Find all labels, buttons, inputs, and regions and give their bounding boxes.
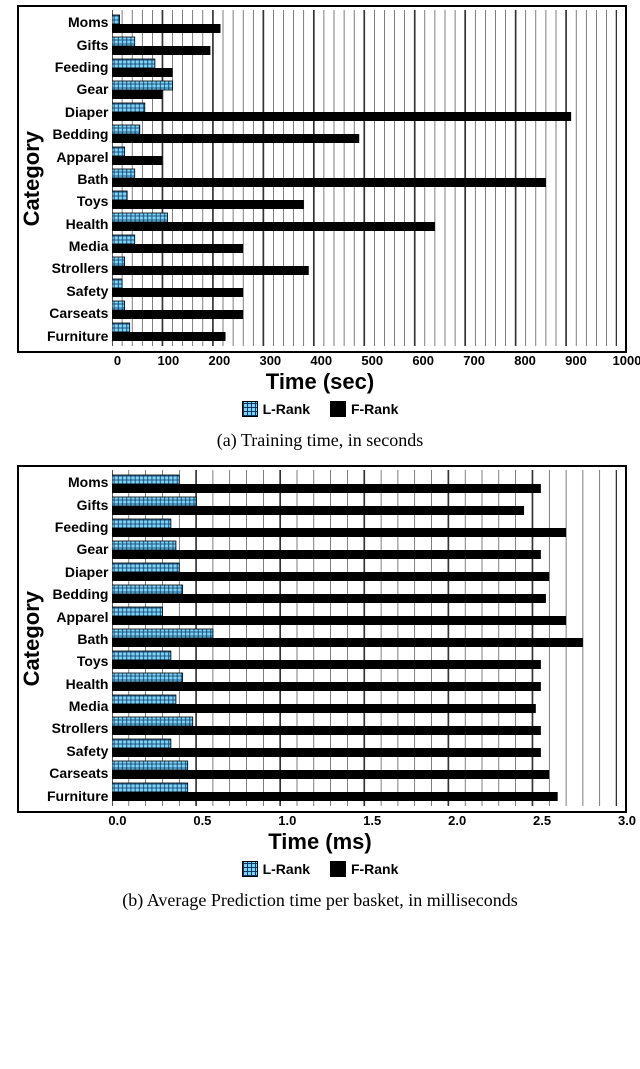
xtick: 1000 <box>613 353 640 368</box>
xtick: 1.0 <box>278 813 296 828</box>
category-label: Apparel <box>47 610 108 624</box>
xtick: 600 <box>412 353 434 368</box>
category-label: Strollers <box>47 721 108 735</box>
xtick: 0.5 <box>193 813 211 828</box>
chart-a-legend: L-Rank F-Rank <box>5 401 635 420</box>
xtick: 500 <box>361 353 383 368</box>
category-label: Gifts <box>47 498 108 512</box>
category-label: Toys <box>47 654 108 668</box>
category-label: Media <box>47 239 108 253</box>
xtick: 700 <box>463 353 485 368</box>
category-label: Bath <box>47 632 108 646</box>
category-label: Moms <box>47 475 108 489</box>
legend-frank-label: F-Rank <box>351 861 398 877</box>
chart-a-ylabel: Category <box>19 131 45 226</box>
category-label: Safety <box>47 284 108 298</box>
legend-lrank-label: L-Rank <box>263 861 310 877</box>
xtick: 0 <box>114 353 121 368</box>
chart-a-plot <box>112 10 617 346</box>
xtick: 2.0 <box>448 813 466 828</box>
chart-b-ylabel: Category <box>19 591 45 686</box>
category-label: Feeding <box>47 60 108 74</box>
chart-b-xlabel: Time (ms) <box>5 829 635 855</box>
category-label: Gear <box>47 82 108 96</box>
category-label: Diaper <box>47 565 108 579</box>
xtick: 2.5 <box>533 813 551 828</box>
chart-a-xlabel: Time (sec) <box>5 369 635 395</box>
category-label: Feeding <box>47 520 108 534</box>
legend-lrank-swatch <box>242 861 258 877</box>
chart-b-frame: Category Moms Gifts Feeding Gear Diaper Beddi… <box>17 465 627 813</box>
legend-lrank-label: L-Rank <box>263 401 310 417</box>
legend-frank-swatch <box>330 401 346 417</box>
category-label: Gifts <box>47 38 108 52</box>
legend-lrank-swatch <box>242 401 258 417</box>
chart-a-xticks: 01002003004005006007008009001000 <box>117 353 627 371</box>
category-label: Health <box>47 677 108 691</box>
chart-b-categories: Moms Gifts Feeding Gear Diaper Bedding Apparel… <box>45 467 112 811</box>
category-label: Media <box>47 699 108 713</box>
category-label: Furniture <box>47 329 108 343</box>
legend-frank: F-Rank <box>330 401 398 417</box>
xtick: 3.0 <box>618 813 636 828</box>
category-label: Carseats <box>47 306 108 320</box>
category-label: Carseats <box>47 766 108 780</box>
legend-frank-swatch <box>330 861 346 877</box>
category-label: Gear <box>47 542 108 556</box>
chart-a-caption: (a) Training time, in seconds <box>5 430 635 451</box>
category-label: Apparel <box>47 150 108 164</box>
category-label: Bath <box>47 172 108 186</box>
xtick: 800 <box>514 353 536 368</box>
chart-a-frame: Category Moms Gifts Feeding Gear Diaper Beddi… <box>17 5 627 353</box>
chart-b: Category Moms Gifts Feeding Gear Diaper Beddi… <box>5 465 635 911</box>
legend-lrank: L-Rank <box>242 861 310 877</box>
xtick: 0.0 <box>108 813 126 828</box>
xtick: 100 <box>158 353 180 368</box>
category-label: Health <box>47 217 108 231</box>
legend-frank-label: F-Rank <box>351 401 398 417</box>
category-label: Bedding <box>47 587 108 601</box>
chart-a: Category Moms Gifts Feeding Gear Diaper Beddi… <box>5 5 635 451</box>
chart-b-caption: (b) Average Prediction time per basket, … <box>5 890 635 911</box>
xtick: 1.5 <box>363 813 381 828</box>
chart-b-plot <box>112 470 617 806</box>
category-label: Furniture <box>47 789 108 803</box>
legend-lrank: L-Rank <box>242 401 310 417</box>
legend-frank: F-Rank <box>330 861 398 877</box>
xtick: 900 <box>565 353 587 368</box>
category-label: Diaper <box>47 105 108 119</box>
category-label: Strollers <box>47 261 108 275</box>
chart-b-legend: L-Rank F-Rank <box>5 861 635 880</box>
category-label: Toys <box>47 194 108 208</box>
chart-b-xticks: 0.00.51.01.52.02.53.0 <box>117 813 627 831</box>
category-label: Bedding <box>47 127 108 141</box>
xtick: 300 <box>259 353 281 368</box>
chart-a-categories: Moms Gifts Feeding Gear Diaper Bedding Apparel… <box>45 7 112 351</box>
category-label: Safety <box>47 744 108 758</box>
xtick: 400 <box>310 353 332 368</box>
category-label: Moms <box>47 15 108 29</box>
xtick: 200 <box>209 353 231 368</box>
